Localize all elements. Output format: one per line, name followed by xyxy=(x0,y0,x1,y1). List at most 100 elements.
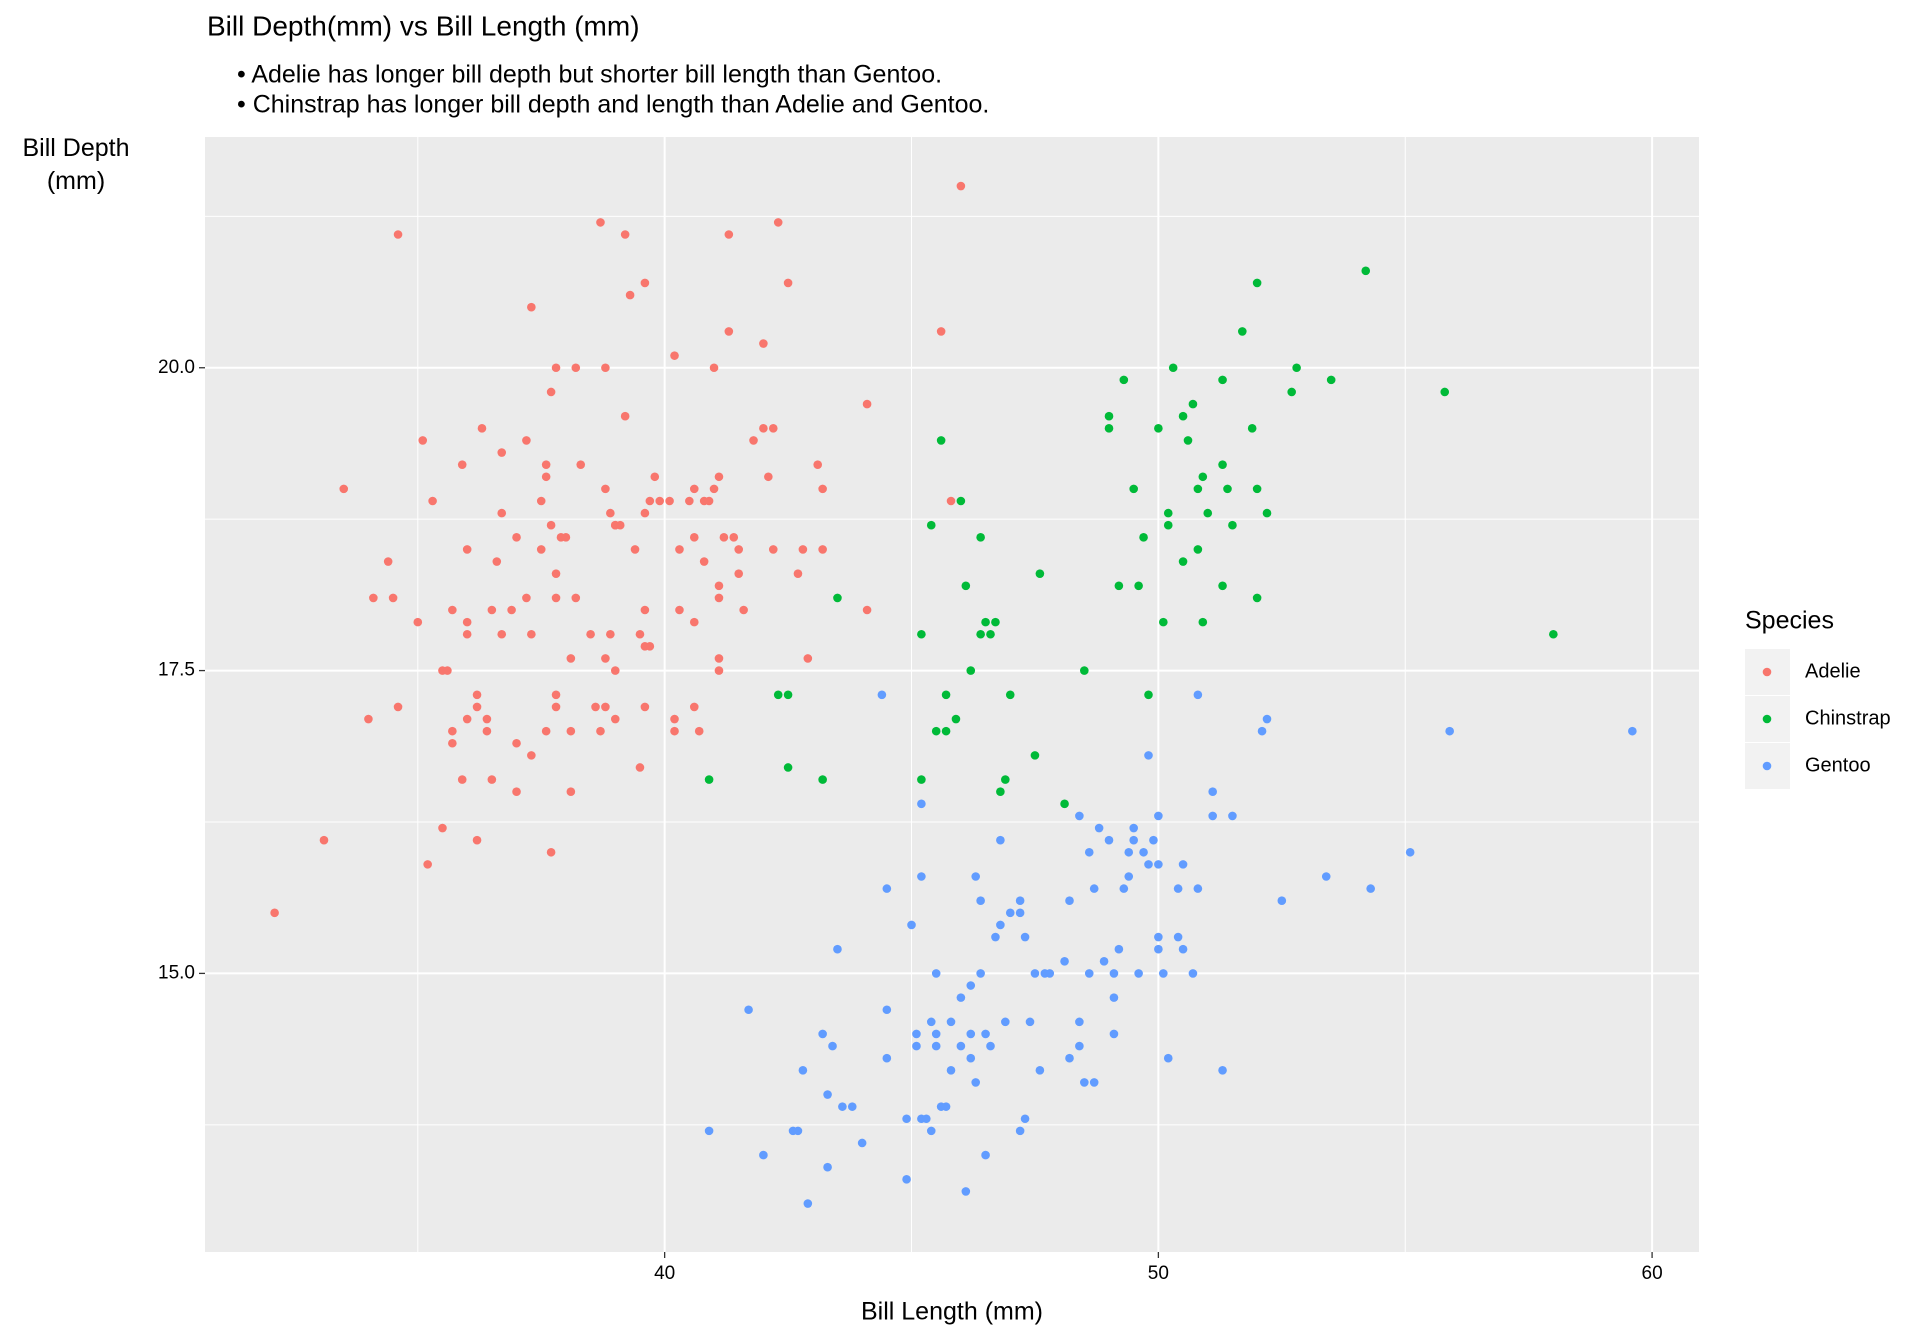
data-point xyxy=(976,969,985,978)
data-point xyxy=(551,702,561,712)
data-point xyxy=(541,726,551,736)
data-point xyxy=(956,496,966,506)
data-point xyxy=(1075,1017,1084,1027)
data-point xyxy=(803,654,813,663)
data-point xyxy=(1139,533,1148,542)
data-point xyxy=(1104,835,1114,845)
data-point xyxy=(1001,1017,1010,1027)
data-point xyxy=(541,472,551,482)
data-point xyxy=(714,581,724,591)
data-point xyxy=(571,593,581,603)
data-point xyxy=(620,411,630,421)
data-point xyxy=(951,714,961,724)
data-point xyxy=(739,605,748,615)
data-point xyxy=(522,593,531,603)
data-point xyxy=(1193,884,1203,893)
data-point xyxy=(1109,969,1119,978)
data-point xyxy=(689,533,699,542)
x-tick-label: 40 xyxy=(654,1263,675,1284)
data-point xyxy=(1109,1029,1119,1039)
data-point xyxy=(714,654,724,663)
data-point xyxy=(922,1114,931,1124)
data-point xyxy=(1223,484,1232,494)
data-point xyxy=(1628,726,1637,736)
chart-title: Bill Depth(mm) vs Bill Length (mm) xyxy=(207,10,640,41)
data-point xyxy=(536,496,546,506)
data-point xyxy=(487,775,497,784)
data-point xyxy=(1193,545,1203,554)
data-point xyxy=(1198,472,1208,482)
data-point xyxy=(946,1017,956,1027)
data-point xyxy=(1005,690,1015,700)
data-point xyxy=(838,1102,847,1111)
data-point xyxy=(492,557,502,566)
data-point xyxy=(670,714,679,724)
data-point xyxy=(818,775,827,784)
data-point xyxy=(818,1029,827,1039)
data-point xyxy=(640,702,650,712)
y-tick-label: 17.5 xyxy=(158,660,195,681)
data-point xyxy=(1287,387,1296,397)
data-point xyxy=(685,496,694,506)
data-point xyxy=(1084,969,1094,978)
data-point xyxy=(996,787,1005,797)
data-point xyxy=(1178,860,1188,869)
data-point xyxy=(630,545,640,554)
data-point xyxy=(1173,932,1183,942)
legend-label: Gentoo xyxy=(1805,754,1871,776)
data-point xyxy=(1134,581,1143,591)
data-point xyxy=(635,763,645,772)
data-point xyxy=(734,545,744,554)
data-point xyxy=(818,545,827,554)
data-point xyxy=(734,569,744,578)
legend-marker xyxy=(1762,714,1772,724)
data-point xyxy=(798,1066,808,1075)
data-point xyxy=(645,642,655,651)
data-point xyxy=(773,218,783,227)
data-point xyxy=(462,714,472,724)
data-point xyxy=(551,363,561,373)
data-point xyxy=(675,545,684,554)
data-point xyxy=(591,702,600,712)
data-point xyxy=(941,1102,951,1111)
data-point xyxy=(1099,956,1109,966)
data-point xyxy=(976,533,985,542)
data-point xyxy=(448,605,457,615)
data-point xyxy=(1262,508,1272,518)
data-point xyxy=(615,520,625,530)
data-point xyxy=(936,327,946,336)
data-point xyxy=(813,460,823,469)
x-axis-title: Bill Length (mm) xyxy=(861,1298,1043,1326)
data-point xyxy=(709,484,719,494)
data-point xyxy=(610,714,620,724)
data-point xyxy=(1084,847,1094,857)
data-point xyxy=(912,1041,921,1051)
data-point xyxy=(472,702,482,712)
data-point xyxy=(986,1041,995,1051)
data-point xyxy=(768,424,778,433)
data-point xyxy=(1020,932,1030,942)
data-point xyxy=(1080,666,1089,675)
data-point xyxy=(961,581,971,591)
data-point xyxy=(1015,908,1025,918)
data-point xyxy=(522,436,531,445)
data-point xyxy=(1114,581,1124,591)
data-point xyxy=(566,726,576,736)
data-point xyxy=(857,1138,867,1148)
data-point xyxy=(714,472,724,482)
data-point xyxy=(1549,629,1558,639)
data-point xyxy=(1124,847,1134,857)
data-point xyxy=(1001,775,1010,784)
data-point xyxy=(991,932,1000,942)
data-point xyxy=(635,629,645,639)
data-point xyxy=(966,666,976,675)
data-point xyxy=(1178,557,1188,566)
data-point xyxy=(1104,411,1114,421)
data-point xyxy=(383,557,393,566)
data-point xyxy=(1060,799,1069,809)
data-point xyxy=(561,533,571,542)
data-point xyxy=(714,666,724,675)
data-point xyxy=(1075,1041,1084,1051)
data-point xyxy=(1035,1066,1045,1075)
data-point xyxy=(1238,327,1247,336)
